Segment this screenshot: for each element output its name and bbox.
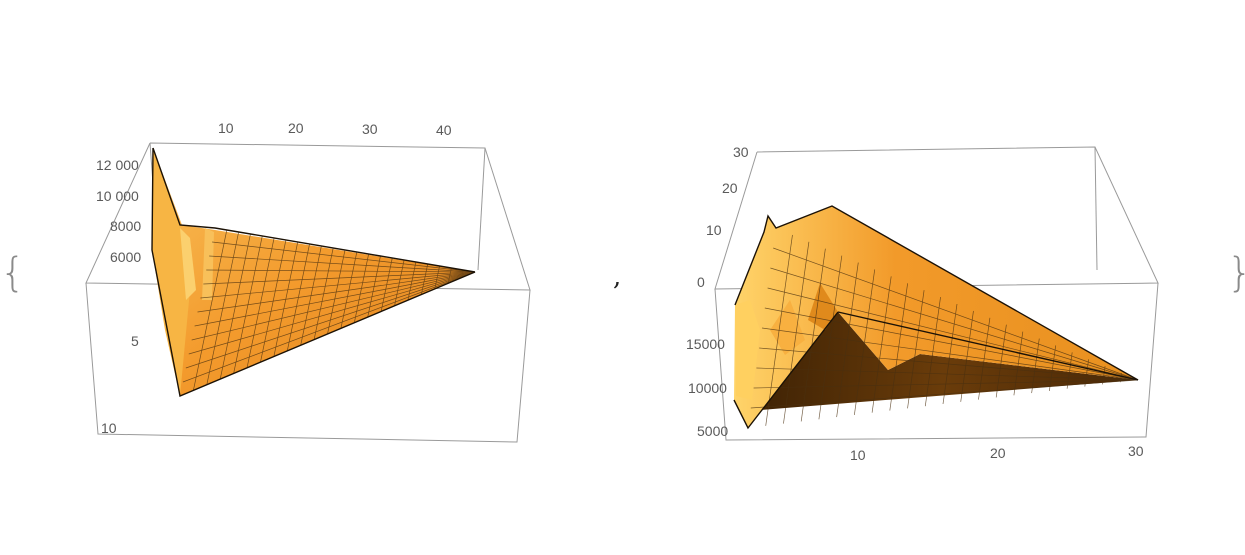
plot1-tick-y-5: 5 [131, 333, 139, 349]
plot1-mesh [182, 229, 476, 391]
plot2-tick-z-0: 0 [697, 274, 705, 290]
plot1-tick-z-10000: 10 000 [96, 188, 139, 204]
mesh-line [773, 247, 1139, 381]
plot2-axis-bottom: 10 20 30 [850, 443, 1144, 463]
mesh-line [756, 367, 1139, 381]
mesh-line [194, 271, 476, 327]
plot2-tick-x-20: 20 [990, 445, 1006, 461]
mesh-line [764, 307, 1139, 381]
mesh-line [753, 379, 1139, 389]
plot1-bounding-box [85, 142, 531, 443]
plot1-tick-x-40: 40 [436, 122, 452, 138]
plot2-tick-x-30: 30 [1128, 443, 1144, 459]
plot1-tick-y-10: 10 [101, 420, 117, 436]
plot2-tick-z-10: 10 [706, 222, 722, 238]
plot2-tick-z-30: 30 [733, 144, 749, 160]
plot1-axis-top: 10 20 30 40 [218, 120, 452, 138]
mesh-line [203, 271, 476, 285]
mesh-line [191, 271, 476, 341]
plot1-tick-x-30: 30 [362, 121, 378, 137]
plot2-tick-y-5000: 5000 [697, 423, 728, 439]
mesh-line [185, 271, 476, 369]
mesh-line [212, 241, 476, 273]
plot2-tick-y-10000: 10000 [688, 380, 727, 396]
plot1-tick-z-12000: 12 000 [96, 157, 139, 173]
mesh-line [767, 287, 1139, 381]
list-separator: , [613, 262, 622, 292]
mesh-line [200, 271, 476, 299]
mesh-line [759, 347, 1139, 381]
plot1-axis-vertical: 6000 8000 10 000 12 000 [96, 157, 141, 265]
mesh-line [761, 327, 1139, 381]
plot1-axis-depth: 5 10 [101, 333, 139, 436]
plot2-tick-y-15000: 15000 [686, 336, 725, 352]
close-brace: } [1227, 250, 1245, 296]
mesh-line [209, 255, 476, 273]
mesh-line [182, 271, 476, 383]
plot1-tick-z-8000: 8000 [110, 218, 141, 234]
plot1-tick-x-10: 10 [218, 120, 234, 136]
plot1-tick-x-20: 20 [288, 120, 304, 136]
plot2-tick-x-10: 10 [850, 447, 866, 463]
plot1-tick-z-6000: 6000 [110, 249, 141, 265]
plot2-mesh [750, 234, 1139, 426]
mesh-line [188, 271, 476, 355]
plot2-axis-depth: 5000 10000 15000 [686, 336, 728, 439]
plot2-tick-z-20: 20 [722, 180, 738, 196]
mesh-line [197, 271, 476, 313]
surface-plot-1[interactable]: 10 20 30 40 6000 8000 10 000 12 000 5 10 [85, 120, 531, 443]
mesh-line [206, 269, 476, 273]
open-brace: { [0, 250, 26, 296]
mesh-line [750, 379, 1139, 409]
plot1-surface [151, 147, 476, 397]
mesh-line [770, 267, 1139, 381]
plot2-bounding-box [714, 146, 1159, 441]
plot2-surface [733, 205, 1139, 430]
plot2-axis-vertical: 0 10 20 30 [697, 144, 749, 290]
surface-plot-2[interactable]: 0 10 20 30 5000 10000 15000 10 20 30 [686, 144, 1159, 463]
